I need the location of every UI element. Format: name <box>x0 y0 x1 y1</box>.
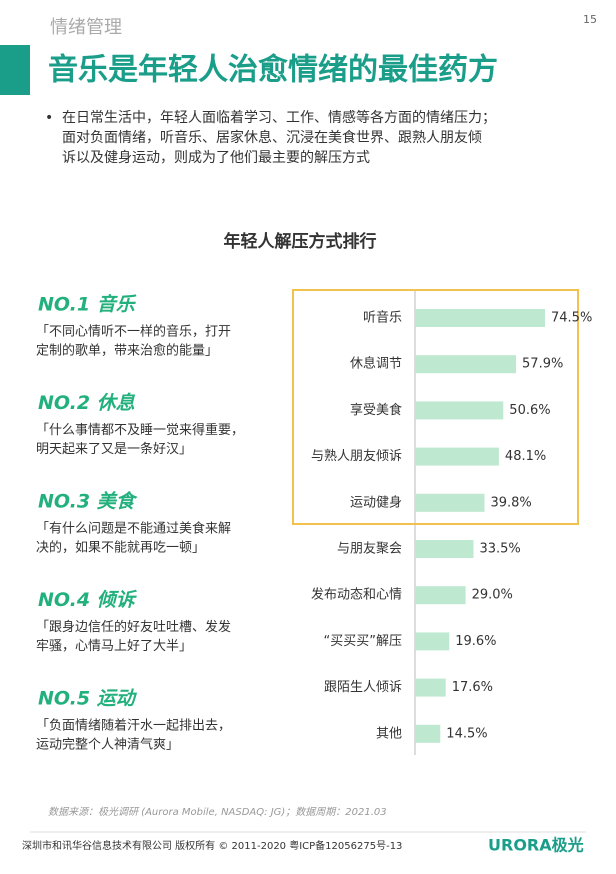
rank-quote: 明天起来了又是一条好汉」 <box>36 441 192 457</box>
rank-title: NO.1 音乐 <box>38 294 137 316</box>
value-label: 17.6% <box>452 680 493 695</box>
section: 情绪管理 <box>50 17 122 38</box>
category-label: 与朋友聚会 <box>337 541 402 557</box>
bullet-line: 面对负面情绪，听音乐、居家休息、沉浸在美食世界、跟熟人朋友倾 <box>62 129 482 146</box>
category-label: 运动健身 <box>350 494 402 510</box>
page-number: 15 <box>583 13 597 26</box>
bar <box>415 493 485 512</box>
title-block <box>0 45 30 95</box>
rank-title: NO.3 美食 <box>38 491 138 513</box>
rank-title: NO.5 运动 <box>38 688 138 710</box>
rank-title: NO.2 休息 <box>38 392 136 414</box>
bullet-line: 诉以及健身运动，则成为了他们最主要的解压方式 <box>62 150 370 166</box>
bar <box>415 355 517 374</box>
category-label: 跟陌生人倾诉 <box>324 680 402 695</box>
value-label: 74.5% <box>551 311 592 326</box>
highlight-box <box>292 289 579 525</box>
rank-quote: 运动完整个人神清气爽」 <box>36 737 179 753</box>
source: 数据来源：极光调研 (Aurora Mobile, NASDAQ: JG)；数据… <box>48 806 387 818</box>
category-label: 其他 <box>376 726 402 741</box>
rank-quote: 牢骚，心情马上好了大半」 <box>36 639 192 654</box>
value-label: 29.0% <box>472 588 513 603</box>
logo: URORA极光 <box>488 836 584 855</box>
bullet-line: 在日常生活中，年轻人面临着学习、工作、情感等各方面的情绪压力； <box>62 109 496 126</box>
category-label: 与熟人朋友倾诉 <box>311 448 402 464</box>
value-label: 33.5% <box>479 542 520 557</box>
rank-title: NO.4 倾诉 <box>38 589 138 611</box>
bar <box>415 401 504 420</box>
category-label: 休息调节 <box>350 356 402 372</box>
page-title: 音乐是年轻人治愈情绪的最佳药方 <box>48 53 498 88</box>
rank-quote: 定制的歌单，带来治愈的能量」 <box>36 343 218 359</box>
bar <box>415 678 446 697</box>
category-label: 发布动态和心情 <box>311 587 402 603</box>
value-label: 14.5% <box>446 726 487 741</box>
value-label: 39.8% <box>490 495 531 510</box>
bullet-dot: • <box>45 110 53 126</box>
bar <box>415 540 474 558</box>
bar <box>415 724 441 743</box>
bar <box>415 309 546 327</box>
bar <box>415 632 450 651</box>
category-label: 听音乐 <box>363 310 402 326</box>
bar <box>415 586 466 605</box>
chart-title: 年轻人解压方式排行 <box>224 231 377 252</box>
bar <box>415 447 499 466</box>
rank-quote: 「不同心情听不一样的音乐，打开 <box>36 324 231 340</box>
value-label: 57.9% <box>522 357 563 372</box>
copyright: 深圳市和讯华谷信息技术有限公司 版权所有 © 2011-2020 粤ICP备12… <box>22 839 402 852</box>
rank-quote: 「跟身边信任的好友吐吐槽、发发 <box>36 619 231 635</box>
category-label: “买买买”解压 <box>324 634 402 649</box>
value-label: 19.6% <box>455 634 496 649</box>
category-label: 享受美食 <box>350 402 402 418</box>
rank-quote: 决的，如果不能就再吃一顿」 <box>36 540 205 556</box>
value-label: 48.1% <box>505 449 546 464</box>
rank-quote: 「负面情绪随着汗水一起排出去， <box>36 718 231 734</box>
value-label: 50.6% <box>509 403 550 418</box>
rank-quote: 「什么事情都不及睡一觉来得重要， <box>36 422 244 438</box>
rank-quote: 「有什么问题是不能通过美食来解 <box>36 521 231 537</box>
